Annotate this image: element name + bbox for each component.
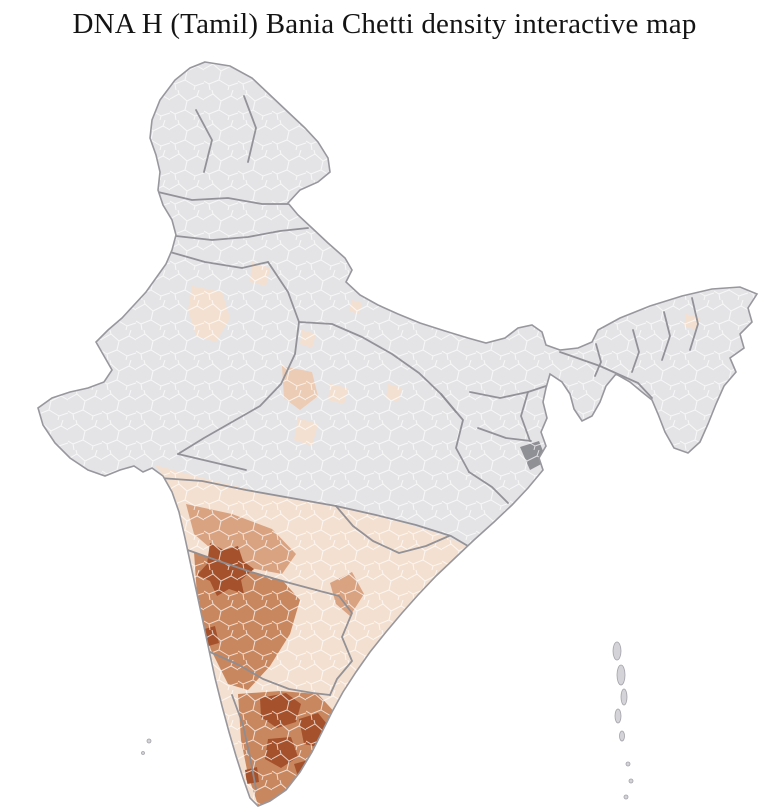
state-border-line [440,393,470,473]
state-border-line [243,95,257,163]
state-border-line [177,261,300,455]
island[interactable] [612,641,622,661]
density-veryhigh-patch-coast[interactable] [156,497,170,516]
state-border-line [468,471,509,504]
map-base-no-data[interactable] [38,62,757,806]
island[interactable] [623,794,629,800]
state-border-line [175,227,309,241]
island[interactable] [620,688,628,706]
state-border-line [559,351,653,399]
state-borders [157,95,699,790]
density-high-patch-westcoast[interactable] [164,512,180,532]
state-border-line [231,694,257,790]
island[interactable] [141,751,145,755]
state-border-line [209,651,331,696]
state-border-line [631,329,640,373]
state-border-line [181,547,317,591]
state-border-line [520,391,531,442]
island[interactable] [628,778,634,784]
island[interactable] [614,708,622,724]
state-border-line [689,297,699,351]
island[interactable] [616,664,626,686]
andaman-nicobar-islands[interactable] [612,641,634,800]
state-border-line [195,109,213,173]
island[interactable] [625,761,631,767]
state-border-line [594,343,602,377]
state-border-line [177,453,247,471]
state-border-line [335,505,450,554]
india-outline [37,61,759,807]
lakshadweep-islands[interactable] [141,738,152,755]
state-border-line [315,589,353,696]
state-border-line [157,191,291,205]
state-border-line [469,385,547,399]
state-border-line [477,427,532,442]
island[interactable] [146,738,152,744]
island[interactable] [619,730,625,742]
page-title: DNA H (Tamil) Bania Chetti density inter… [72,8,697,40]
state-border-line [169,251,269,269]
state-border-line [661,311,671,361]
